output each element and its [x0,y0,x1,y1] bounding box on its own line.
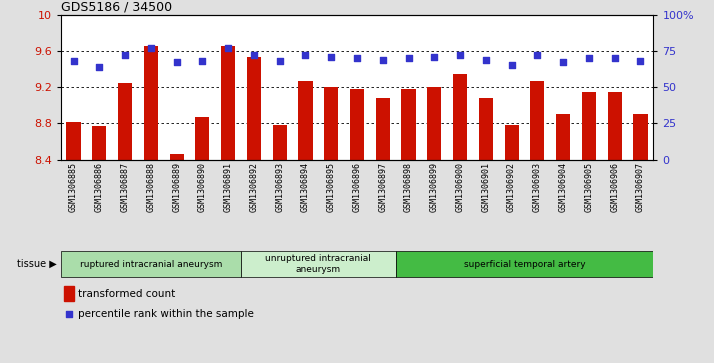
Text: GSM1306896: GSM1306896 [353,162,361,212]
Bar [221,46,235,160]
Point [171,60,182,65]
Text: GSM1306893: GSM1306893 [275,162,284,212]
Point [403,55,414,61]
Point [223,45,234,51]
Text: GSM1306906: GSM1306906 [610,162,619,212]
Text: GSM1306890: GSM1306890 [198,162,207,212]
Bar [556,114,570,160]
Bar [247,57,261,160]
Text: GSM1306902: GSM1306902 [507,162,516,212]
Text: percentile rank within the sample: percentile rank within the sample [79,309,254,319]
Point [532,52,543,58]
Text: GSM1306894: GSM1306894 [301,162,310,212]
Point [196,58,208,64]
Text: GSM1306895: GSM1306895 [327,162,336,212]
Point [351,55,363,61]
Bar [92,126,106,160]
Point [583,55,595,61]
Bar [273,125,287,160]
Bar [608,91,622,160]
Point [506,62,518,68]
Bar [376,98,390,160]
Text: GSM1306885: GSM1306885 [69,162,78,212]
Point [377,57,388,62]
Bar [582,91,596,160]
Bar [144,46,158,160]
Text: GSM1306891: GSM1306891 [223,162,233,212]
Point [480,57,491,62]
Point [558,60,569,65]
Text: superficial temporal artery: superficial temporal artery [463,260,585,269]
Point [248,52,260,58]
Bar [479,98,493,160]
Bar [401,89,416,160]
Bar [324,87,338,160]
Point [454,52,466,58]
Point [635,58,646,64]
Text: GSM1306903: GSM1306903 [533,162,542,212]
Text: GSM1306904: GSM1306904 [558,162,568,212]
Bar [350,89,364,160]
Bar [66,122,81,160]
Bar [64,286,74,301]
Point [427,201,438,207]
Text: GSM1306887: GSM1306887 [121,162,130,212]
FancyBboxPatch shape [61,251,241,277]
Text: GSM1306898: GSM1306898 [404,162,413,212]
Bar [505,125,518,160]
Text: GSM1306899: GSM1306899 [430,162,439,212]
Bar [298,81,313,160]
FancyBboxPatch shape [241,251,396,277]
Point [145,45,156,51]
Text: GSM1306901: GSM1306901 [481,162,491,212]
Text: unruptured intracranial
aneurysm: unruptured intracranial aneurysm [266,254,371,274]
Point [428,54,440,60]
Text: GSM1306900: GSM1306900 [456,162,465,212]
Text: GSM1306905: GSM1306905 [584,162,593,212]
Bar [633,114,648,160]
Bar [169,154,183,160]
Text: GSM1306892: GSM1306892 [249,162,258,212]
Bar [196,117,209,160]
Bar [427,87,441,160]
Text: transformed count: transformed count [79,289,176,298]
Point [94,64,105,70]
Text: tissue ▶: tissue ▶ [17,259,57,269]
Bar [118,82,132,160]
Text: GDS5186 / 34500: GDS5186 / 34500 [61,0,172,13]
Text: GSM1306889: GSM1306889 [172,162,181,212]
Point [300,52,311,58]
Point [119,52,131,58]
Text: GSM1306897: GSM1306897 [378,162,387,212]
Point [68,58,79,64]
Point [326,54,337,60]
Text: GSM1306907: GSM1306907 [636,162,645,212]
Point [609,55,620,61]
Bar [453,73,467,160]
Bar [531,81,545,160]
Text: GSM1306888: GSM1306888 [146,162,156,212]
Point [274,58,286,64]
FancyBboxPatch shape [396,251,653,277]
Text: ruptured intracranial aneurysm: ruptured intracranial aneurysm [80,260,222,269]
Text: GSM1306886: GSM1306886 [95,162,104,212]
